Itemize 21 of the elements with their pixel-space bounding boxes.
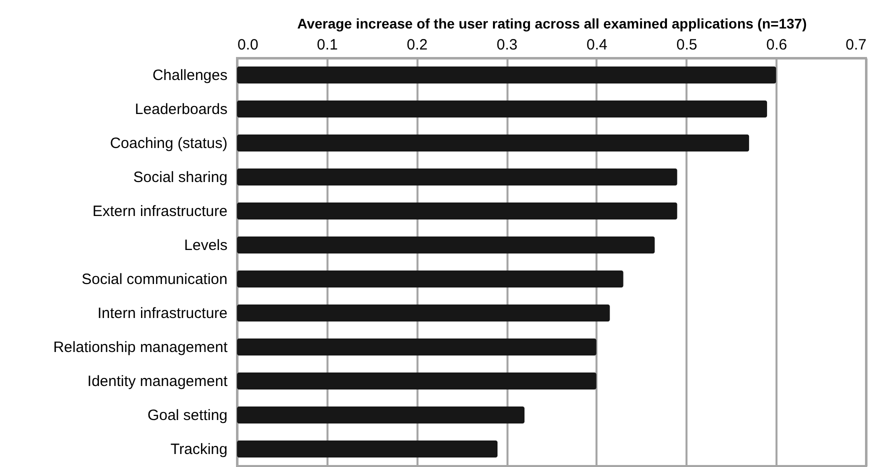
x-axis-title: Average increase of the user rating across all examined applications (n=137) — [297, 16, 807, 32]
y-tick-label: Relationship management — [53, 339, 228, 356]
y-tick-label: Intern infrastructure — [97, 305, 228, 322]
x-tick-label: 0.1 — [316, 36, 338, 54]
y-tick-label: Social sharing — [133, 169, 228, 186]
y-tick-label: Tracking — [170, 441, 228, 458]
y-tick-label: Extern infrastructure — [92, 203, 228, 220]
x-tick-label: 0.3 — [496, 36, 518, 54]
y-tick-label: Identity management — [87, 373, 228, 390]
y-tick-label: Levels — [184, 237, 228, 254]
y-tick-label: Challenges — [152, 67, 228, 84]
x-tick-label: 0.6 — [766, 36, 788, 54]
x-tick-label: 0.5 — [676, 36, 698, 54]
y-tick-label: Coaching (status) — [110, 135, 228, 152]
x-tick-label: 0.4 — [586, 36, 608, 54]
x-tick-label: 0.7 — [846, 36, 866, 54]
y-tick-label: Social communication — [82, 271, 228, 288]
y-tick-label: Leaderboards — [134, 101, 228, 118]
x-tick-label: 0.0 — [238, 36, 258, 54]
x-tick-label: 0.2 — [406, 36, 428, 54]
y-tick-label: Goal setting — [147, 407, 228, 424]
